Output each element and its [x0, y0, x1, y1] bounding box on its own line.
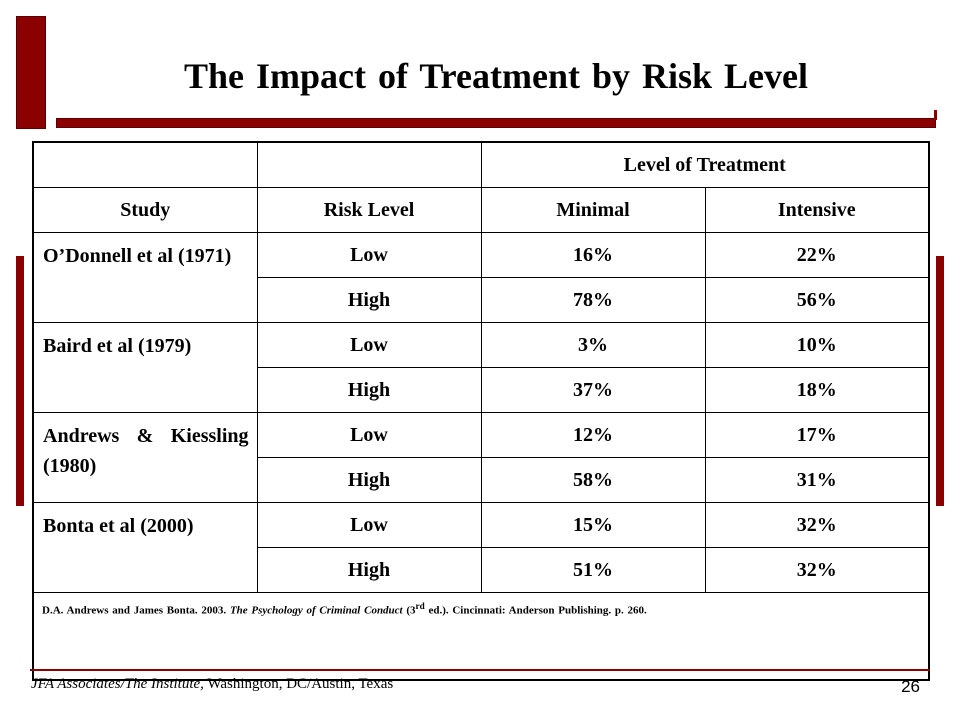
column-header-risk-level: Risk Level — [256, 187, 482, 233]
citation-book-title: The Psychology of Criminal Conduct — [229, 604, 403, 617]
citation-publisher: ed.). Cincinnati: Anderson Publishing. p… — [428, 604, 647, 617]
intensive-cell: 56% — [704, 277, 930, 323]
minimal-cell: 3% — [480, 322, 706, 368]
intensive-cell: 10% — [704, 322, 930, 368]
citation-cell: D.A. Andrews and James Bonta. 2003. The … — [32, 592, 930, 681]
footer-org: JFA Associates/The Institute, — [31, 676, 204, 692]
level-of-treatment-header: Level of Treatment — [480, 141, 930, 188]
page-number: 26 — [901, 677, 920, 696]
table-row: High 78% 56% — [33, 277, 930, 323]
footer-location: Washington, DC/Austin, Texas — [207, 676, 394, 692]
citation-edition-superscript: rd — [415, 601, 425, 611]
footer-credit: JFA Associates/The Institute, Washington… — [31, 676, 393, 693]
decorative-rule-tick — [934, 110, 937, 120]
intensive-cell: 32% — [704, 547, 930, 593]
table-row: High 58% 31% — [33, 457, 930, 503]
minimal-cell: 78% — [480, 277, 706, 323]
table-row: High 51% 32% — [33, 547, 930, 593]
column-header-minimal: Minimal — [480, 187, 706, 233]
study-cell: Andrews & Kiessling (1980) — [32, 412, 258, 503]
footer-rule — [30, 669, 930, 671]
risk-level-cell: High — [256, 457, 482, 503]
table-row: High 37% 18% — [33, 367, 930, 413]
study-cell: O’Donnell et al (1971) — [32, 232, 258, 323]
column-header-study: Study — [32, 187, 258, 233]
study-name: Bonta et al (2000) — [43, 515, 194, 537]
column-header-intensive: Intensive — [704, 187, 930, 233]
citation-authors: D.A. Andrews and James Bonta. 2003. — [42, 604, 227, 617]
minimal-cell: 37% — [480, 367, 706, 413]
decorative-bar-top-left — [16, 16, 46, 129]
study-name: O’Donnell et al (1971) — [43, 245, 232, 267]
table-row: Andrews & Kiessling (1980) Low 12% 17% — [32, 412, 930, 503]
risk-level-cell: Low — [256, 412, 482, 458]
decorative-title-rule — [56, 118, 936, 128]
table-group-header-row: Level of Treatment — [32, 141, 930, 188]
risk-level-cell: Low — [256, 322, 482, 368]
minimal-cell: 16% — [480, 232, 706, 278]
risk-level-cell: Low — [256, 232, 482, 278]
risk-level-cell: High — [256, 547, 482, 593]
table-row: Bonta et al (2000) Low 15% 32% — [32, 502, 930, 593]
minimal-cell: 12% — [480, 412, 706, 458]
risk-level-cell: High — [256, 277, 482, 323]
intensive-cell: 32% — [704, 502, 930, 548]
slide-title: The Impact of Treatment by Risk Level — [184, 56, 808, 96]
risk-level-cell: Low — [256, 502, 482, 548]
table-row: Baird et al (1979) Low 3% 10% — [32, 322, 930, 413]
study-cell: Bonta et al (2000) — [32, 502, 258, 593]
intensive-cell: 22% — [704, 232, 930, 278]
minimal-cell: 15% — [480, 502, 706, 548]
table-column-header-row: Study Risk Level Minimal Intensive — [32, 187, 930, 233]
minimal-cell: 58% — [480, 457, 706, 503]
minimal-cell: 51% — [480, 547, 706, 593]
intensive-cell: 18% — [704, 367, 930, 413]
intensive-cell: 17% — [704, 412, 930, 458]
study-cell: Baird et al (1979) — [32, 322, 258, 413]
risk-level-cell: High — [256, 367, 482, 413]
results-table: Level of Treatment Study Risk Level Mini… — [32, 141, 930, 681]
decorative-bar-right — [936, 256, 944, 506]
decorative-bar-left — [16, 256, 24, 506]
intensive-cell: 31% — [704, 457, 930, 503]
empty-header-cell — [256, 141, 482, 188]
study-name: Andrews & Kiessling (1980) — [43, 425, 249, 477]
citation-row: D.A. Andrews and James Bonta. 2003. The … — [32, 592, 930, 681]
citation-edition: (3 — [406, 604, 416, 617]
empty-header-cell — [32, 141, 258, 188]
study-name: Baird et al (1979) — [43, 335, 192, 357]
table-row: O’Donnell et al (1971) Low 16% 22% — [32, 232, 930, 323]
